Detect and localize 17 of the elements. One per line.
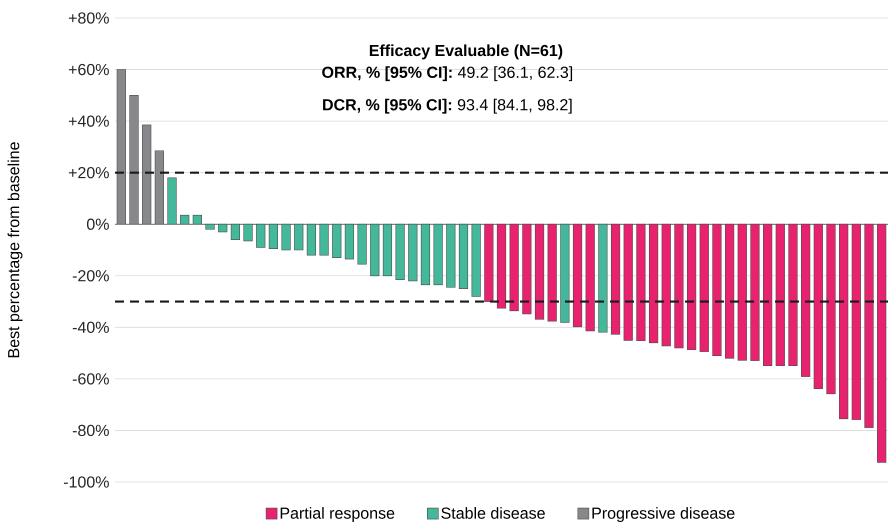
- annotation: DCR, % [95% CI]: 93.4 [84.1, 98.2]: [323, 98, 572, 114]
- y-tick-label: -60%: [72, 373, 109, 385]
- y-tick-label: -80%: [72, 424, 109, 436]
- text: Efficacy Evaluable (N=61): [370, 44, 562, 60]
- y-tick-label: 0%: [86, 218, 109, 230]
- y-tick-label: +20%: [68, 167, 109, 178]
- y-tick-label: -20%: [72, 270, 109, 282]
- y-tick-label: +80%: [68, 12, 109, 24]
- y-tick-label: +60%: [68, 64, 109, 76]
- legend-label: Partial response: [280, 507, 394, 522]
- annotation: ORR, % [95% CI]: 49.2 [36.1, 62.3]: [322, 66, 572, 82]
- y-tick-label: +40%: [68, 115, 109, 127]
- y-tick-label: -100%: [64, 476, 109, 488]
- legend-label: Stable disease: [441, 507, 545, 519]
- y-tick-label: -40%: [72, 322, 109, 333]
- y-axis-title: Best percentage from baseline: [8, 142, 22, 358]
- legend-label: Progressive disease: [592, 507, 734, 522]
